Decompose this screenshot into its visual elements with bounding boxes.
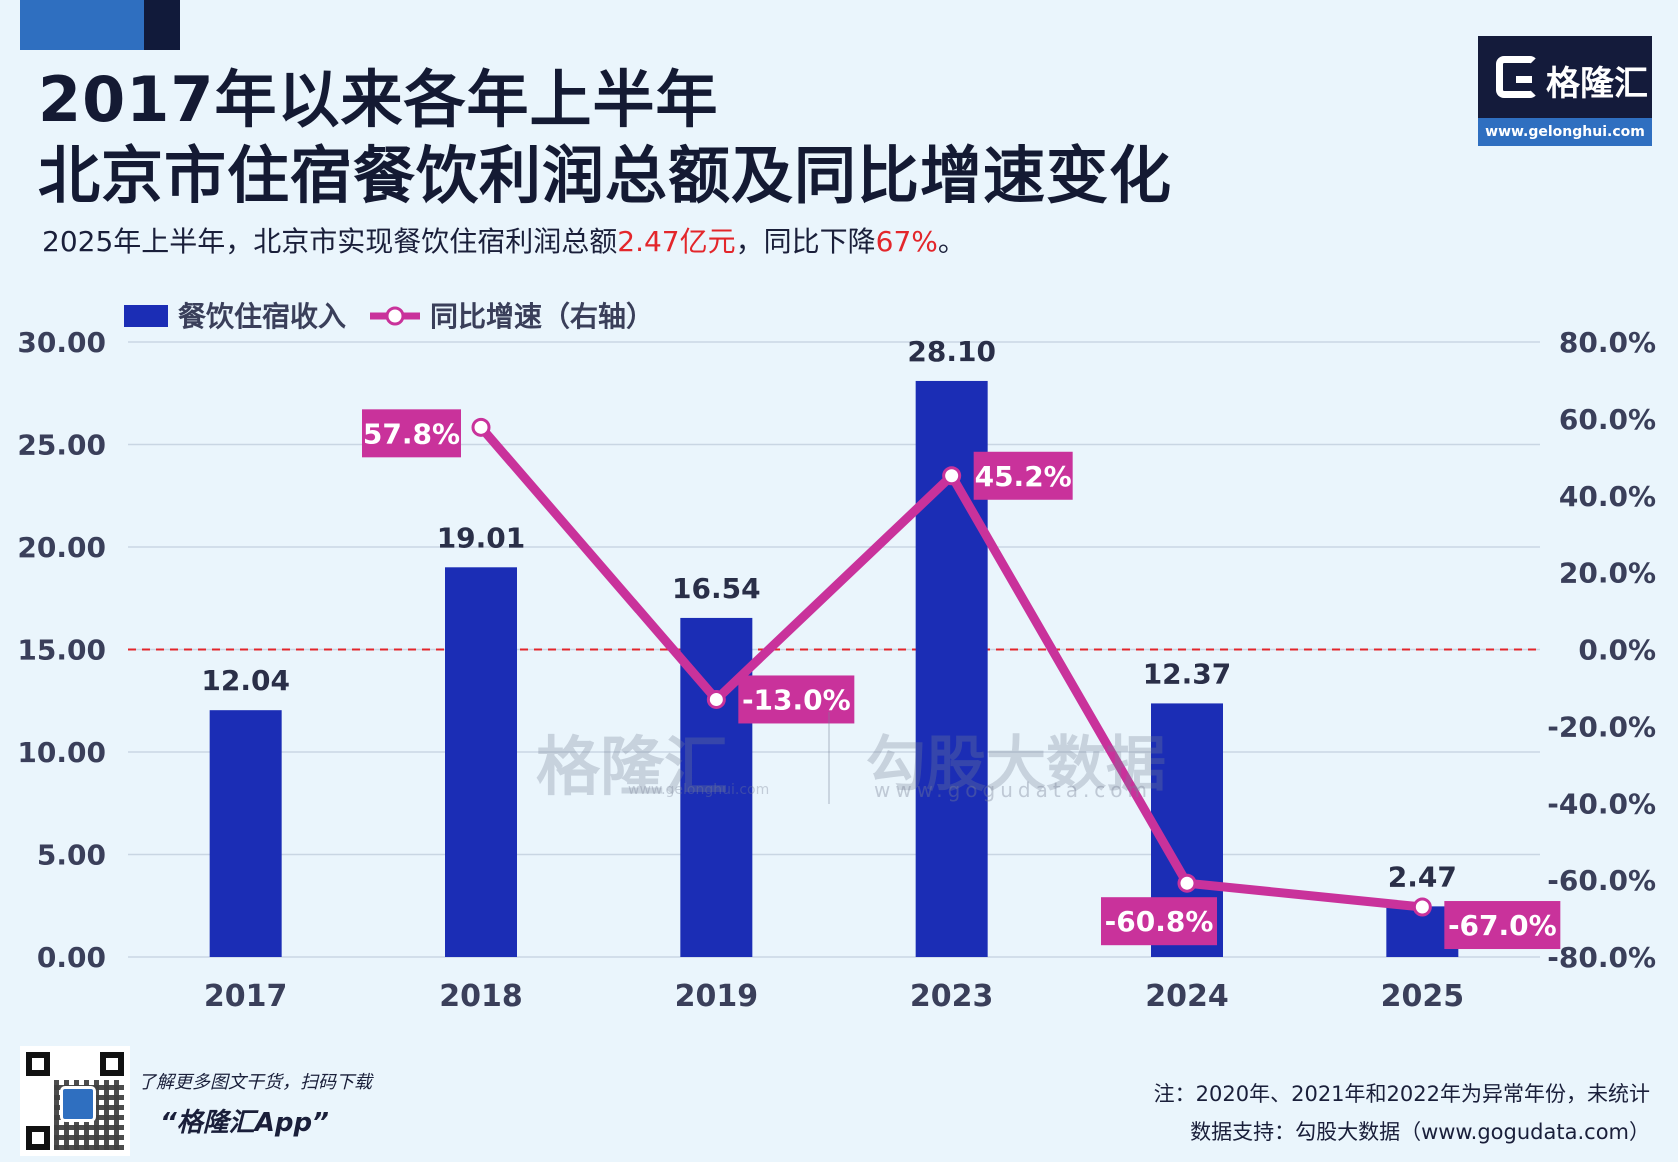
- watermark-separator: [828, 712, 830, 804]
- bar-value-label: 2.47: [1388, 860, 1457, 893]
- subtitle-highlight-rate: 67%: [875, 225, 938, 258]
- x-tick-label: 2018: [439, 979, 523, 1014]
- y-right-tick-label: -60.0%: [1547, 864, 1656, 897]
- y-right-tick-label: 20.0%: [1559, 557, 1656, 590]
- qr-center-logo-icon: [60, 1086, 96, 1122]
- line-value-label-box: [1444, 901, 1561, 950]
- legend-bar-label: 餐饮住宿收入: [178, 300, 346, 333]
- subtitle-post: 。: [937, 225, 966, 258]
- watermark-data-url: www.gogudata.com: [874, 778, 1153, 802]
- y-left-tick-label: 0.00: [37, 941, 106, 974]
- line-value-label: 57.8%: [363, 417, 460, 450]
- y-right-tick-label: 80.0%: [1559, 326, 1656, 359]
- line-value-label-box: [738, 675, 855, 724]
- promo-text: 了解更多图文干货，扫码下载: [138, 1072, 372, 1093]
- bar-value-label: 19.01: [437, 521, 526, 554]
- watermark-brand-url: www.gelonghui.com: [628, 782, 770, 798]
- line-value-label-box: [1101, 897, 1217, 946]
- line-point-2024: [1177, 873, 1197, 893]
- y-right-tick-label: -80.0%: [1547, 941, 1656, 974]
- title-line-1: 2017年以来各年上半年: [38, 63, 719, 136]
- qr-corner: [100, 1052, 124, 1076]
- watermark-data: 勾股大数据: [866, 730, 1166, 800]
- bar-value-label: 16.54: [672, 572, 761, 605]
- subtitle-highlight-amount: 2.47亿元: [617, 225, 736, 258]
- line-point-2018: [471, 417, 491, 437]
- y-right-tick-label: 0.0%: [1578, 634, 1656, 667]
- title-line-2: 北京市住宿餐饮利润总额及同比增速变化: [38, 139, 1173, 212]
- qr-corner: [26, 1052, 50, 1076]
- top-accent-block: [144, 0, 180, 50]
- logo-g-icon: [1496, 56, 1538, 98]
- x-tick-label: 2024: [1145, 979, 1229, 1014]
- line-point-2023: [942, 466, 962, 486]
- line-point-2025: [1412, 897, 1432, 917]
- line-point-2019: [706, 689, 726, 709]
- logo-url: www.gelonghui.com: [1478, 118, 1652, 146]
- logo-g-bar: [1516, 76, 1532, 83]
- chart-title: 2017年以来各年上半年 北京市住宿餐饮利润总额及同比增速变化: [38, 62, 1172, 214]
- y-right-tick-label: 60.0%: [1559, 403, 1656, 436]
- x-tick-label: 2017: [204, 979, 288, 1014]
- subtitle-pre: 2025年上半年，北京市实现餐饮住宿利润总额: [42, 225, 618, 258]
- y-left-tick-label: 25.00: [17, 429, 106, 462]
- bar-2017: [209, 710, 282, 957]
- top-accent-bar: [20, 0, 144, 50]
- line-value-label: -60.8%: [1105, 905, 1214, 938]
- logo-name: 格隆汇: [1546, 64, 1648, 104]
- footnote: 注：2020年、2021年和2022年为异常年份，未统计: [1153, 1082, 1650, 1106]
- chart-svg: 0.005.0010.0015.0020.0025.0030.00-80.0%-…: [17, 300, 1656, 1014]
- qr-code-icon: [20, 1046, 130, 1156]
- y-left-tick-label: 20.00: [17, 531, 106, 564]
- y-left-tick-label: 10.00: [17, 736, 106, 769]
- x-tick-label: 2023: [910, 979, 994, 1014]
- line-value-label: -67.0%: [1448, 909, 1557, 942]
- y-right-tick-label: -20.0%: [1547, 710, 1656, 743]
- data-source: 数据支持：勾股大数据（www.gogudata.com）: [1190, 1120, 1650, 1144]
- x-tick-label: 2025: [1381, 979, 1465, 1014]
- subtitle-mid: ，同比下降: [735, 225, 876, 258]
- x-tick-label: 2019: [675, 979, 759, 1014]
- y-right-tick-label: -40.0%: [1547, 787, 1656, 820]
- line-value-label: 45.2%: [975, 460, 1072, 493]
- line-value-label-box: [362, 409, 461, 458]
- promo-app-name: “格隆汇App”: [160, 1108, 329, 1138]
- brand-logo: 格隆汇 www.gelonghui.com: [1478, 36, 1652, 146]
- bar-2018: [445, 567, 517, 957]
- watermark-brand: 格隆汇: [536, 731, 728, 805]
- y-left-tick-label: 30.00: [17, 326, 106, 359]
- line-value-label: -13.0%: [742, 683, 851, 716]
- y-left-tick-label: 5.00: [37, 839, 106, 872]
- qr-corner: [26, 1126, 50, 1150]
- chart-subtitle: 2025年上半年，北京市实现餐饮住宿利润总额2.47亿元，同比下降67%。: [42, 220, 966, 260]
- legend-line-label: 同比增速（右轴）: [430, 300, 654, 333]
- legend-line-marker: [385, 306, 405, 326]
- bar-value-label: 12.04: [201, 664, 290, 697]
- bar-value-label: 12.37: [1143, 657, 1232, 690]
- y-left-tick-label: 15.00: [17, 634, 106, 667]
- y-right-tick-label: 40.0%: [1559, 480, 1656, 513]
- line-value-label-box: [973, 451, 1073, 500]
- bar-value-label: 28.10: [907, 335, 996, 368]
- legend-bar-swatch: [124, 305, 168, 327]
